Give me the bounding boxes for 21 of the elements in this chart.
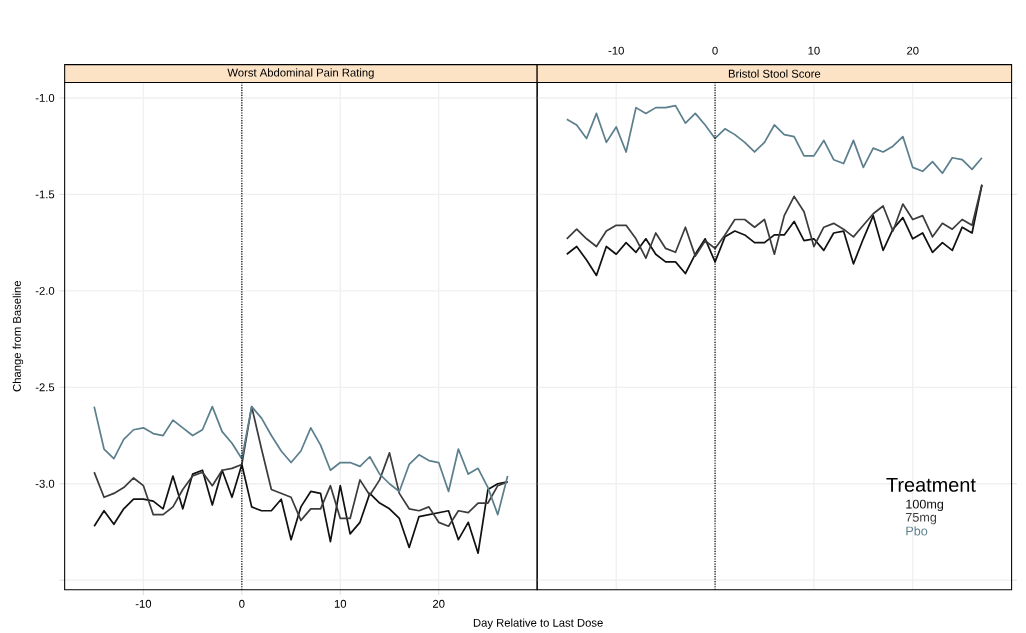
- x-tick-label: 0: [239, 599, 245, 608]
- x-tick-label: -10: [135, 599, 152, 608]
- y-tick-label: -1.5: [35, 190, 55, 199]
- y-tick-label: -2.5: [35, 383, 55, 392]
- text: Pbo: [906, 526, 928, 536]
- chart-title: Worst Abdominal Pain Rating: [227, 68, 374, 79]
- x-tick-label: -10: [608, 46, 624, 55]
- x-axis-title: Day Relative to Last Dose: [473, 618, 603, 629]
- text: 100mg: [906, 499, 944, 511]
- legend-title: Treatment: [886, 477, 976, 492]
- y-tick-label: -1.0: [35, 93, 55, 102]
- x-tick-label: 20: [907, 46, 919, 55]
- x-tick-label: 0: [712, 46, 718, 55]
- y-tick-label: -3.0: [35, 479, 55, 488]
- y-axis-title: Change from Baseline: [12, 280, 24, 392]
- x-tick-label: 20: [433, 599, 445, 608]
- x-tick-label: 10: [808, 46, 820, 55]
- x-tick-label: 10: [334, 599, 347, 608]
- y-tick-label: -2.0: [35, 286, 55, 295]
- text: 75mg: [905, 512, 937, 525]
- chart-title: Bristol Stool Score: [728, 69, 821, 78]
